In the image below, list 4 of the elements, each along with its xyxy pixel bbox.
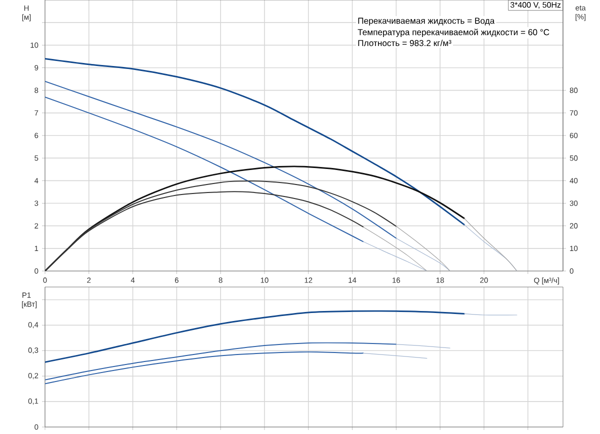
annotation: Температура перекачиваемой жидкости = 60 °C xyxy=(358,28,550,37)
chart-title: 3*400 V, 50Hz xyxy=(510,2,561,9)
annotation: Перекачиваемая жидкость = Вода xyxy=(358,18,495,26)
annotation: Плотность = 983.2 кг/м³ xyxy=(358,40,452,46)
